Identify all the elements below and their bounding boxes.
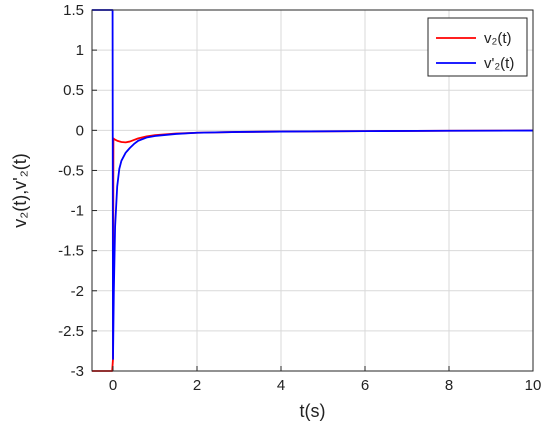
y-tick-label: 1.5 [63,2,84,19]
legend-label-v2: v₂(t) [484,30,511,47]
legend-box [427,17,528,77]
y-tick-label: -3 [71,363,84,380]
x-tick-label: 10 [525,377,542,394]
y-tick-label: 0.5 [63,82,84,99]
plot-frame [91,9,534,372]
tick-marks [92,9,534,372]
legend: v₂(t) v'₂(t) [427,17,528,77]
series-layer [92,9,534,372]
x-tick-label: 8 [445,377,453,394]
y-tick-label: 1 [76,42,84,59]
x-tick-label: 2 [193,377,201,394]
legend-label-v2-prime: v'₂(t) [484,55,514,72]
x-tick-label: 4 [277,377,285,394]
y-tick-label: -2.5 [58,323,84,340]
x-tick-label: 6 [361,377,369,394]
y-axis-label: v₂(t),v'₂(t) [10,153,30,227]
tick-labels: 0 2 4 6 8 10 1.5 1 0.5 0 -0.5 -1 -1.5 -2 -2.5 -3 [58,2,541,394]
y-tick-label: -1 [71,203,84,220]
y-tick-label: -0.5 [58,162,84,179]
series-line-v2-prime [92,9,534,360]
x-tick-label: 0 [109,377,117,394]
y-tick-label: -1.5 [58,243,84,260]
x-axis-label: t(s) [300,401,326,421]
y-tick-label: 0 [76,122,84,139]
y-tick-label: -2 [71,283,84,300]
